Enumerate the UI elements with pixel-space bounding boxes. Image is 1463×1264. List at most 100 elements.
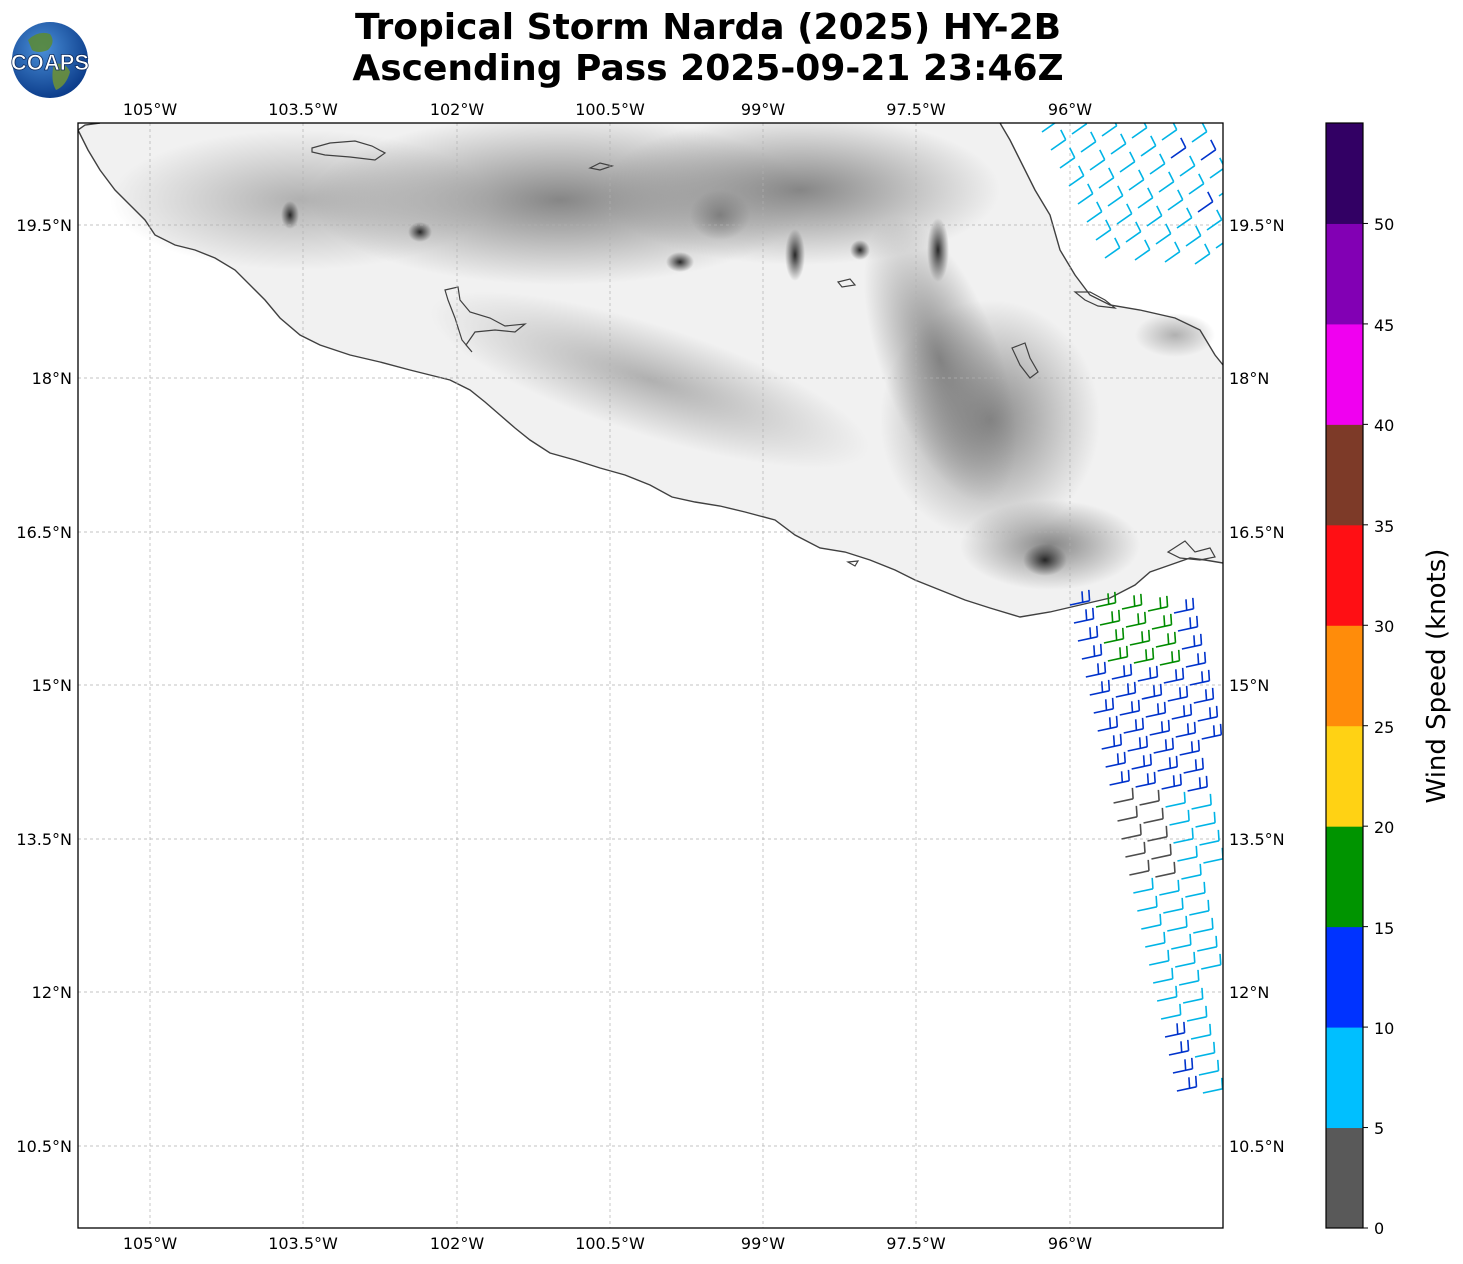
lon-label-bottom: 97.5°W — [886, 1234, 946, 1253]
colorbar-tick-label: 25 — [1374, 718, 1394, 737]
wind-barb — [1137, 665, 1159, 682]
wind-barb — [1197, 191, 1214, 213]
wind-barb — [1097, 715, 1119, 732]
wind-barb — [1113, 787, 1134, 804]
wind-barb — [1181, 863, 1202, 880]
wind-barb — [1177, 615, 1199, 632]
lat-label-left: 15°N — [32, 676, 72, 695]
wind-barb — [1071, 123, 1088, 135]
lon-label-top: 103.5°W — [268, 100, 338, 119]
wind-barb — [1171, 933, 1192, 950]
colorbar-bin — [1326, 223, 1363, 325]
lat-label-left: 10.5°N — [16, 1137, 72, 1156]
wind-barb — [1177, 845, 1198, 862]
wind-barb — [1172, 1057, 1194, 1074]
wind-barb — [1133, 647, 1155, 664]
wind-barb — [1125, 221, 1142, 243]
logo-wordmark: COAPS — [11, 50, 89, 75]
wind-barb — [1149, 719, 1171, 736]
wind-barb — [1139, 789, 1160, 806]
colorbar-ticks: 0 5 10 15 20 25 30 35 40 45 50 — [1374, 215, 1394, 1238]
wind-barb — [1190, 1023, 1212, 1040]
wind-barb — [1201, 953, 1222, 970]
lat-label-right: 13.5°N — [1229, 830, 1285, 849]
colorbar-bin — [1326, 625, 1363, 727]
wind-barb — [1101, 733, 1123, 750]
colorbar-bin — [1326, 424, 1363, 526]
wind-barb — [1104, 237, 1121, 259]
wind-barb — [1164, 1021, 1186, 1038]
wind-barb — [1167, 685, 1189, 702]
lon-label-bottom: 100.5°W — [575, 1234, 645, 1253]
wind-barb — [1189, 899, 1210, 916]
wind-barb — [1187, 775, 1208, 792]
map-title-line2: Ascending Pass 2025-09-21 23:46Z — [352, 48, 1064, 89]
wind-barb — [1135, 771, 1156, 788]
lat-label-right: 16.5°N — [1229, 523, 1285, 542]
wind-barb — [1077, 625, 1099, 642]
wind-barb — [1156, 985, 1178, 1002]
colorbar-bin — [1326, 725, 1363, 827]
wind-barb — [1167, 915, 1188, 932]
lon-label-bottom: 99°W — [741, 1234, 785, 1253]
wind-barb — [1176, 1075, 1198, 1092]
wind-barb — [1073, 607, 1095, 624]
lat-label-right: 12°N — [1229, 983, 1269, 1002]
wind-barb — [1160, 1003, 1182, 1020]
wind-barb — [1151, 843, 1172, 860]
wind-barb — [1107, 645, 1129, 662]
wind-barb — [1086, 201, 1103, 223]
wind-barb — [1133, 877, 1154, 894]
wind-barb — [1149, 949, 1170, 966]
lat-labels-right: 19.5°N 18°N 16.5°N 15°N 13.5°N 12°N 10.5… — [1229, 216, 1285, 1156]
lat-label-left: 13.5°N — [16, 830, 72, 849]
wind-barb — [1050, 129, 1067, 151]
map-frame — [77, 122, 1224, 1229]
wind-barb — [1185, 651, 1207, 668]
wind-barb — [1181, 633, 1203, 650]
colorbar-tick-label: 15 — [1374, 919, 1394, 938]
wind-barb — [1206, 209, 1223, 231]
colorbar-tick-label: 30 — [1374, 617, 1394, 636]
wind-barb — [1164, 241, 1181, 263]
wind-barb — [1059, 147, 1076, 169]
wind-barb — [1137, 895, 1158, 912]
lon-label-bottom: 105°W — [123, 1234, 178, 1253]
wind-barb — [1125, 841, 1146, 858]
wind-barb — [1089, 679, 1111, 696]
terrain-shading — [110, 123, 1215, 590]
wind-barb — [1170, 137, 1187, 159]
wind-barb — [1195, 811, 1216, 828]
wind-barb — [1168, 1039, 1190, 1056]
lakes — [311, 140, 1216, 567]
wind-barb — [1169, 809, 1190, 826]
wind-barb — [1194, 243, 1211, 265]
colorbar-bin — [1326, 1027, 1363, 1129]
colorbar-tick-label: 45 — [1374, 316, 1394, 335]
lon-labels-top: 105°W 103.5°W 102°W 100.5°W 99°W 97.5°W … — [123, 100, 1092, 119]
wind-barb — [1175, 951, 1196, 968]
lat-label-left: 12°N — [32, 983, 72, 1002]
wind-barb — [1200, 139, 1217, 161]
colorbar-tick-label: 5 — [1374, 1119, 1384, 1138]
colorbar-frame — [1325, 122, 1364, 1229]
wind-barb — [1188, 173, 1205, 195]
wind-barb — [1163, 897, 1184, 914]
wind-barb — [1077, 183, 1094, 205]
wind-barb — [1080, 131, 1097, 153]
colorbar — [1326, 123, 1368, 1229]
wind-barb — [1147, 825, 1168, 842]
colorbar-tick-label: 0 — [1374, 1219, 1384, 1238]
wind-barb — [1081, 643, 1103, 660]
colorbar-bin — [1326, 524, 1363, 626]
wind-barb — [1197, 705, 1219, 722]
wind-barb — [1119, 699, 1141, 716]
wind-barb — [1125, 611, 1147, 628]
wind-barb — [1185, 225, 1202, 247]
wind-barb — [1171, 703, 1193, 720]
wind-barb — [1173, 597, 1195, 614]
wind-barb — [1165, 791, 1186, 808]
wind-barb — [1147, 595, 1169, 612]
wind-barb — [1101, 123, 1118, 137]
lon-label-bottom: 96°W — [1048, 1234, 1092, 1253]
